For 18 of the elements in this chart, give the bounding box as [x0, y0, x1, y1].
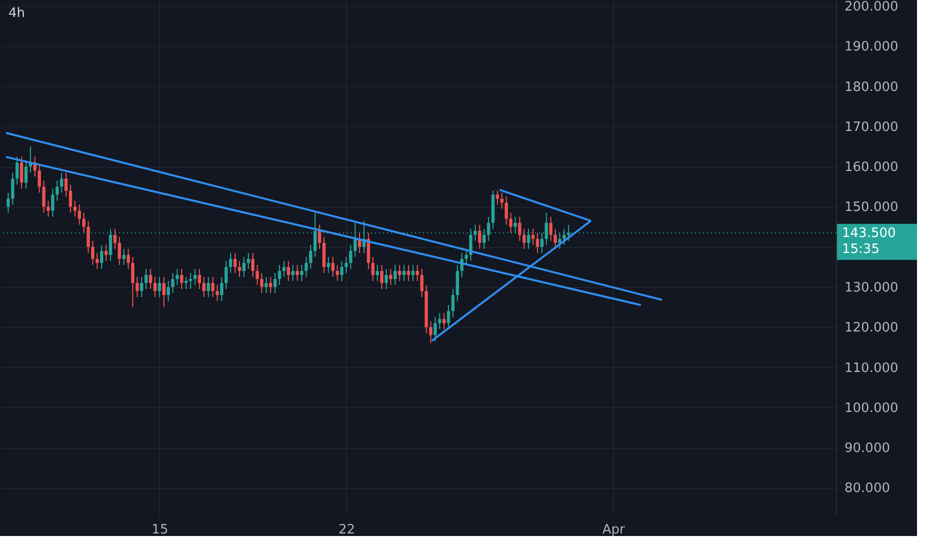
- y-tick-label: 180.000: [844, 80, 898, 95]
- y-tick-label: 160.000: [844, 160, 898, 176]
- y-tick-label: 190.000: [844, 40, 898, 55]
- y-tick-label: 150.000: [844, 200, 898, 216]
- x-tick-label: 15: [152, 522, 168, 538]
- y-tick-label: 110.000: [844, 360, 898, 376]
- y-tick-label: 100.000: [844, 400, 898, 416]
- text: 4h: [8, 6, 26, 21]
- y-tick-label: 200.000: [844, 0, 898, 15]
- x-tick-label: Apr: [602, 522, 626, 538]
- y-tick-label: 130.000: [844, 280, 898, 296]
- y-tick-label: 120.000: [844, 320, 898, 336]
- y-tick-label: 80.000: [844, 481, 890, 496]
- text: 15:35: [842, 242, 880, 257]
- y-tick-label: 170.000: [844, 120, 898, 135]
- ref-line-label: 143.500: [842, 226, 896, 241]
- y-tick-label: 90.000: [844, 441, 890, 456]
- x-tick-label: 22: [338, 522, 356, 538]
